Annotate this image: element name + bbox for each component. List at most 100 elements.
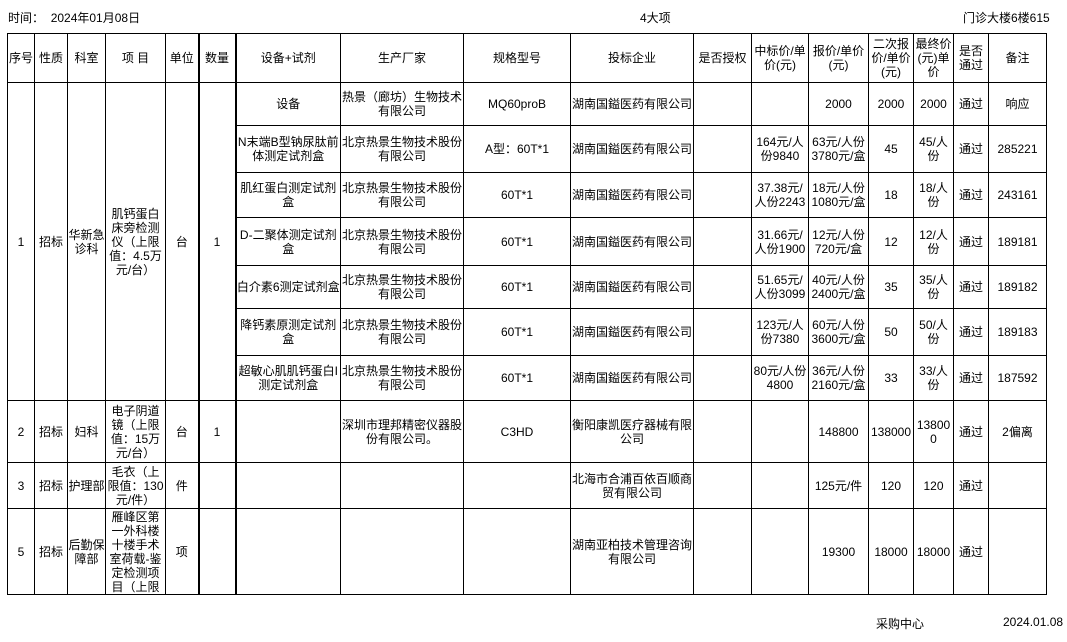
cell-unit: 项 bbox=[165, 508, 199, 595]
cell-note bbox=[988, 508, 1047, 595]
cell-note bbox=[988, 462, 1047, 509]
cell-no: 1 bbox=[7, 82, 35, 401]
cell-bidder: 北海市合浦百依百顺商贸有限公司 bbox=[570, 462, 694, 509]
cell-dept: 妇科 bbox=[67, 400, 106, 463]
cell-pass: 通过 bbox=[953, 172, 989, 218]
footer-date: 2024.01.08 bbox=[1003, 615, 1064, 629]
cell-maker bbox=[340, 508, 464, 595]
cell-device bbox=[235, 400, 341, 463]
cell-win bbox=[751, 400, 809, 463]
cell-project: 毛衣（上限值：130元/件） bbox=[105, 462, 166, 509]
cell-pass: 通过 bbox=[953, 508, 989, 595]
header-spec: 规格型号 bbox=[463, 33, 571, 83]
cell-note: 189183 bbox=[988, 308, 1047, 356]
cell-maker: 北京热景生物技术股份有限公司 bbox=[340, 125, 464, 173]
cell-final: 50/人份 bbox=[913, 308, 954, 356]
cell-auth bbox=[693, 508, 752, 595]
cell-note: 285221 bbox=[988, 125, 1047, 173]
report-time: 时间： 2024年01月08日 bbox=[8, 9, 140, 26]
cell-bidder: 湖南国鎰医药有限公司 bbox=[570, 82, 694, 126]
table-row: 1 招标 华新急诊科 肌钙蛋白床旁检测仪（上限值：4.5万元/台） 台 1 设备… bbox=[7, 82, 1047, 401]
cell-pass: 通过 bbox=[953, 308, 989, 356]
footer-department: 采购中心 bbox=[876, 617, 925, 631]
header-device: 设备+试剂 bbox=[235, 33, 341, 83]
cell-no: 2 bbox=[7, 400, 35, 463]
cell-bidder: 湖南国鎰医药有限公司 bbox=[570, 308, 694, 356]
cell-win bbox=[751, 462, 809, 509]
cell-spec: C3HD bbox=[463, 400, 571, 463]
cell-auth bbox=[693, 265, 752, 309]
cell-second: 12 bbox=[868, 217, 914, 266]
cell-nature: 招标 bbox=[34, 82, 68, 401]
header-note: 备注 bbox=[988, 33, 1047, 83]
cell-project: 肌钙蛋白床旁检测仪（上限值：4.5万元/台） bbox=[105, 82, 166, 401]
header-unit: 单位 bbox=[165, 33, 199, 83]
cell-dept: 华新急诊科 bbox=[67, 82, 106, 401]
cell-bidder: 湖南国鎰医药有限公司 bbox=[570, 125, 694, 173]
cell-pass: 通过 bbox=[953, 400, 989, 463]
cell-unit: 件 bbox=[165, 462, 199, 509]
cell-final: 35/人份 bbox=[913, 265, 954, 309]
cell-spec: 60T*1 bbox=[463, 355, 571, 401]
header-pass: 是否通过 bbox=[953, 33, 989, 83]
procurement-table: 序号 性质 科室 项 目 单位 数量 设备+试剂 生产厂家 规格型号 投标企业 … bbox=[7, 33, 1047, 595]
cell-win: 164元/人份9840 bbox=[751, 125, 809, 173]
cell-qty bbox=[197, 462, 237, 509]
cell-quote: 40元/人份2400元/盒 bbox=[808, 265, 869, 309]
cell-spec: 60T*1 bbox=[463, 265, 571, 309]
cell-maker bbox=[340, 462, 464, 509]
cell-spec bbox=[463, 462, 571, 509]
cell-note: 187592 bbox=[988, 355, 1047, 401]
cell-note: 2偏离 bbox=[988, 400, 1047, 463]
cell-win bbox=[751, 508, 809, 595]
cell-pass: 通过 bbox=[953, 82, 989, 126]
table-header-row: 序号 性质 科室 项 目 单位 数量 设备+试剂 生产厂家 规格型号 投标企业 … bbox=[7, 33, 1047, 83]
cell-project: 电子阴道镜（上限值：15万元/台） bbox=[105, 400, 166, 463]
cell-second: 138000 bbox=[868, 400, 914, 463]
cell-maker: 北京热景生物技术股份有限公司 bbox=[340, 308, 464, 356]
header-qty: 数量 bbox=[197, 33, 237, 83]
cell-spec: MQ60proB bbox=[463, 82, 571, 126]
cell-spec bbox=[463, 508, 571, 595]
cell-bidder: 湖南国鎰医药有限公司 bbox=[570, 265, 694, 309]
cell-win: 80元/人份4800 bbox=[751, 355, 809, 401]
cell-maker: 深圳市理邦精密仪器股份有限公司。 bbox=[340, 400, 464, 463]
cell-quote: 148800 bbox=[808, 400, 869, 463]
table-row: 5 招标 后勤保障部 雁峰区第一外科楼十楼手术室荷载-鉴定检测项目（上限值：2万… bbox=[7, 508, 1047, 595]
cell-auth bbox=[693, 82, 752, 126]
cell-maker: 北京热景生物技术股份有限公司 bbox=[340, 217, 464, 266]
cell-unit: 台 bbox=[165, 400, 199, 463]
cell-nature: 招标 bbox=[34, 400, 68, 463]
cell-device: 肌红蛋白测定试剂盒 bbox=[235, 172, 341, 218]
cell-auth bbox=[693, 125, 752, 173]
cell-maker: 北京热景生物技术股份有限公司 bbox=[340, 172, 464, 218]
cell-device: N末端B型钠尿肽前体测定试剂盒 bbox=[235, 125, 341, 173]
cell-qty: 1 bbox=[197, 82, 237, 401]
table-row: 降钙素原测定试剂盒 北京热景生物技术股份有限公司 60T*1 湖南国鎰医药有限公… bbox=[8, 308, 1047, 356]
cell-pass: 通过 bbox=[953, 217, 989, 266]
header-no: 序号 bbox=[7, 33, 35, 83]
table-row: 超敏心肌肌钙蛋白I测定试剂盒 北京热景生物技术股份有限公司 60T*1 湖南国鎰… bbox=[8, 355, 1047, 401]
cell-win bbox=[751, 82, 809, 126]
cell-qty: 1 bbox=[197, 400, 237, 463]
cell-final: 18000 bbox=[913, 508, 954, 595]
cell-device: 降钙素原测定试剂盒 bbox=[235, 308, 341, 356]
cell-quote: 19300 bbox=[808, 508, 869, 595]
cell-qty bbox=[197, 508, 237, 595]
cell-unit: 台 bbox=[165, 82, 199, 401]
cell-quote: 18元/人份1080元/盒 bbox=[808, 172, 869, 218]
cell-win: 51.65元/人份3099 bbox=[751, 265, 809, 309]
cell-maker: 热景（廊坊）生物技术有限公司 bbox=[340, 82, 464, 126]
cell-quote: 63元/人份3780元/盒 bbox=[808, 125, 869, 173]
cell-second: 120 bbox=[868, 462, 914, 509]
cell-bidder: 湖南国鎰医药有限公司 bbox=[570, 172, 694, 218]
header-project: 项 目 bbox=[105, 33, 166, 83]
cell-final: 120 bbox=[913, 462, 954, 509]
cell-auth bbox=[693, 172, 752, 218]
cell-spec: 60T*1 bbox=[463, 172, 571, 218]
cell-device: 白介素6测定试剂盒 bbox=[235, 265, 341, 309]
cell-note: 189182 bbox=[988, 265, 1047, 309]
cell-spec: 60T*1 bbox=[463, 308, 571, 356]
cell-win: 123元/人份7380 bbox=[751, 308, 809, 356]
